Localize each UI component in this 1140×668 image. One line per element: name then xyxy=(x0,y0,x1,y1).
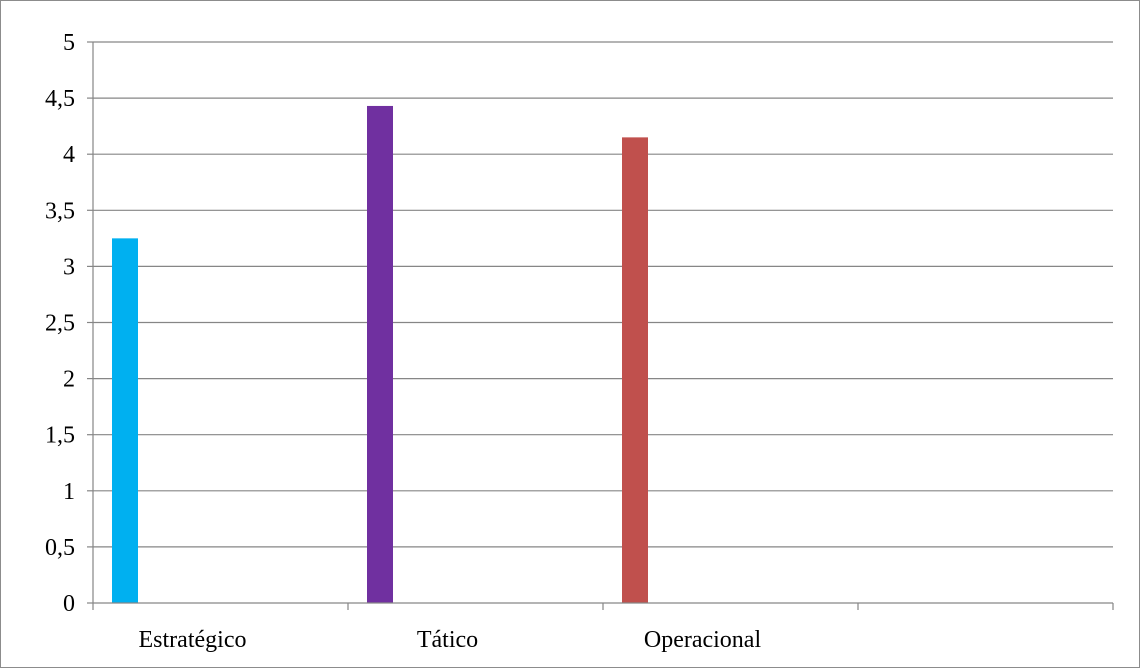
y-tick-label: 4 xyxy=(63,142,75,168)
y-tick-labels: 0 0,5 1 1,5 2 2,5 3 3,5 4 4,5 5 xyxy=(45,30,75,617)
axes xyxy=(92,42,1113,604)
y-tick-label: 3 xyxy=(63,254,75,280)
y-tick-label: 0 xyxy=(63,591,75,617)
x-tick-label: Estratégico xyxy=(139,627,247,653)
x-tick-label: Tático xyxy=(417,627,478,653)
y-tick-label: 4,5 xyxy=(45,86,75,112)
bar-estratégico xyxy=(112,238,138,603)
y-tick-label: 0,5 xyxy=(45,535,75,561)
x-tick-labels: Estratégico Tático Operacional xyxy=(139,627,762,653)
y-tick-label: 2,5 xyxy=(45,311,75,337)
y-tick-label: 5 xyxy=(63,30,75,56)
gridlines xyxy=(87,41,1114,610)
y-tick-label: 1 xyxy=(63,479,75,505)
y-tick-label: 3,5 xyxy=(45,198,75,224)
y-tick-label: 1,5 xyxy=(45,423,75,449)
bar-tático xyxy=(367,105,393,603)
y-tick-label: 2 xyxy=(63,367,75,393)
x-tick-label: Operacional xyxy=(644,627,762,653)
bars xyxy=(112,105,648,603)
bar-operacional xyxy=(622,137,648,603)
